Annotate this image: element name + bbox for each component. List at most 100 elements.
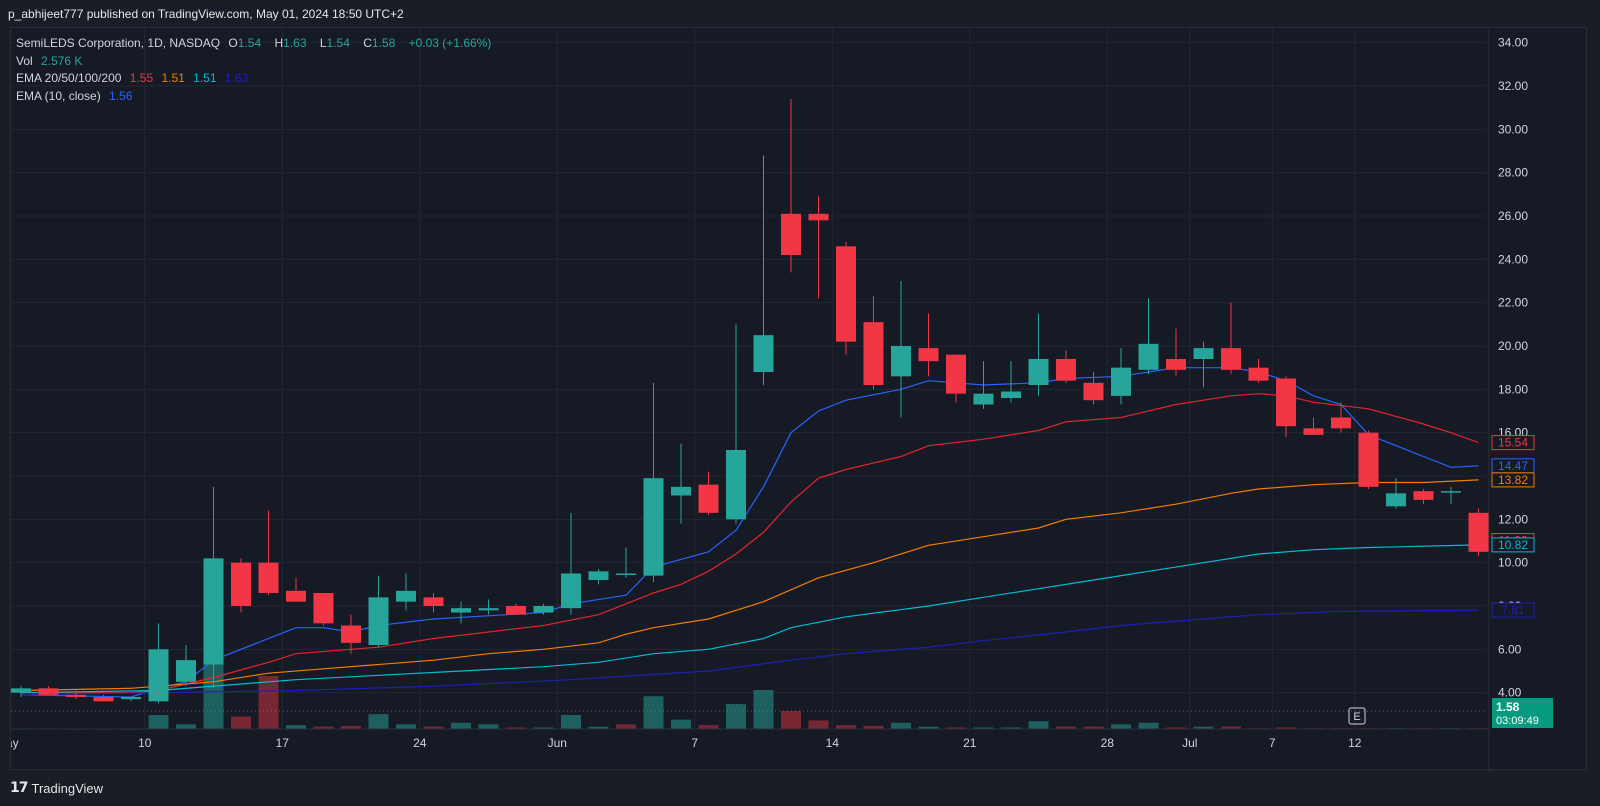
candle — [698, 471, 719, 515]
change-value: +0.03 (+1.66%) — [408, 36, 492, 50]
ema-multi-label[interactable]: EMA 20/50/100/200 — [16, 71, 122, 85]
candle — [891, 281, 911, 418]
candle-body — [1111, 367, 1131, 396]
candle — [808, 196, 829, 299]
volume-bar — [1138, 722, 1159, 729]
volume-bar — [286, 725, 306, 729]
price-label-text: 15.54 — [1498, 436, 1528, 450]
candle-body — [423, 597, 444, 606]
time-tick-label: 14 — [826, 736, 840, 750]
volume-label[interactable]: Vol — [16, 53, 33, 68]
candle-body — [891, 346, 911, 377]
candle-body — [203, 558, 224, 665]
volume-bar — [671, 719, 691, 729]
candle-body — [1001, 391, 1021, 398]
volume-bar — [1111, 724, 1131, 729]
low-label: L — [319, 36, 327, 50]
volume-bar — [726, 704, 746, 729]
volume-bar — [891, 722, 911, 729]
price-tick-label: 18.00 — [1498, 382, 1528, 396]
legend-row-ema10: EMA (10, close) 1.56 — [16, 88, 496, 106]
volume-bar — [836, 725, 856, 729]
close-label: C — [363, 36, 372, 50]
symbol-label[interactable]: SemiLEDS Corporation, 1D, NASDAQ — [16, 36, 221, 50]
candlestick-chart[interactable]: 4.006.008.0010.0012.0014.0016.0018.0020.… — [11, 28, 1588, 771]
price-tick-label: 6.00 — [1498, 642, 1522, 656]
chart-frame[interactable]: 4.006.008.0010.0012.0014.0016.0018.0020.… — [10, 27, 1588, 771]
ema10-value: 1.56 — [109, 88, 133, 103]
candle-body — [478, 608, 499, 611]
candle-body — [533, 606, 554, 613]
volume-bar — [781, 711, 801, 729]
candle-body — [1193, 348, 1214, 359]
candle-body — [726, 450, 746, 520]
volume-bar — [973, 727, 994, 729]
time-tick-label: 28 — [1101, 736, 1115, 750]
ema10-label[interactable]: EMA (10, close) — [16, 88, 101, 103]
tradingview-logo-icon[interactable]: 17 — [10, 780, 29, 796]
brand-name[interactable]: TradingView — [31, 780, 104, 796]
time-tick-label: Jul — [1182, 736, 1197, 750]
candle-body — [506, 606, 526, 615]
time-tick-label: 17 — [276, 736, 290, 750]
candle — [863, 296, 884, 390]
price-tick-label: 34.00 — [1498, 36, 1528, 50]
candle-body — [121, 697, 141, 700]
price-tick-label: 32.00 — [1498, 79, 1528, 93]
candle-body — [588, 571, 609, 580]
volume-bar — [698, 725, 719, 729]
candle — [1056, 350, 1076, 383]
high-label: H — [274, 36, 284, 50]
candle — [1441, 486, 1461, 505]
candle — [671, 443, 691, 524]
price-tick-label: 28.00 — [1498, 166, 1528, 180]
volume-bar — [1193, 726, 1214, 729]
candle-body — [451, 608, 471, 613]
volume-bar — [808, 720, 829, 729]
grid-lines — [11, 28, 1486, 729]
candle — [1303, 417, 1324, 435]
ema200-value: 1.63 — [224, 71, 249, 85]
candle-body — [1386, 493, 1406, 507]
candle — [286, 577, 306, 602]
time-tick-label: 21 — [963, 736, 977, 750]
candle — [973, 361, 994, 409]
ema50-line — [20, 479, 1479, 692]
open-value: 1.54 — [237, 36, 262, 50]
candle-body — [561, 573, 581, 609]
volume-bar — [561, 714, 581, 729]
candle-body — [396, 590, 416, 602]
candle-body — [836, 246, 856, 342]
candle-body — [671, 486, 691, 496]
candle-body — [1028, 359, 1049, 385]
candle-body — [643, 478, 664, 576]
candle — [231, 558, 251, 613]
volume-bar — [946, 727, 966, 729]
legend-row-ohlc: SemiLEDS Corporation, 1D, NASDAQ O1.54 H… — [16, 35, 496, 53]
price-tick-label: 4.00 — [1498, 686, 1522, 700]
candle-body — [946, 354, 966, 394]
candle-body — [1276, 378, 1296, 427]
candle — [753, 155, 774, 385]
candle-body — [1413, 491, 1434, 500]
open-label: O — [228, 36, 238, 50]
candle — [1166, 328, 1186, 377]
candle — [1331, 402, 1351, 433]
time-tick-label: 7 — [1269, 736, 1276, 750]
candle-body — [286, 590, 306, 602]
last-price-bg — [1492, 698, 1553, 728]
candle — [616, 547, 636, 578]
price-tick-label: 22.00 — [1498, 296, 1528, 310]
volume-bar — [643, 696, 664, 729]
ema100-line — [20, 544, 1479, 694]
candle — [341, 614, 361, 654]
volume-series — [11, 658, 1489, 730]
candle — [93, 694, 114, 702]
volume-bar — [1056, 726, 1076, 729]
volume-bar — [148, 714, 169, 729]
candle — [11, 686, 31, 697]
candle-body — [1221, 348, 1241, 370]
low-value: 1.54 — [326, 36, 350, 50]
time-axis: May 10 17 24 Jun 7 14 21 28 Jul 7 12 — [11, 736, 1362, 750]
candle-body — [368, 597, 389, 645]
